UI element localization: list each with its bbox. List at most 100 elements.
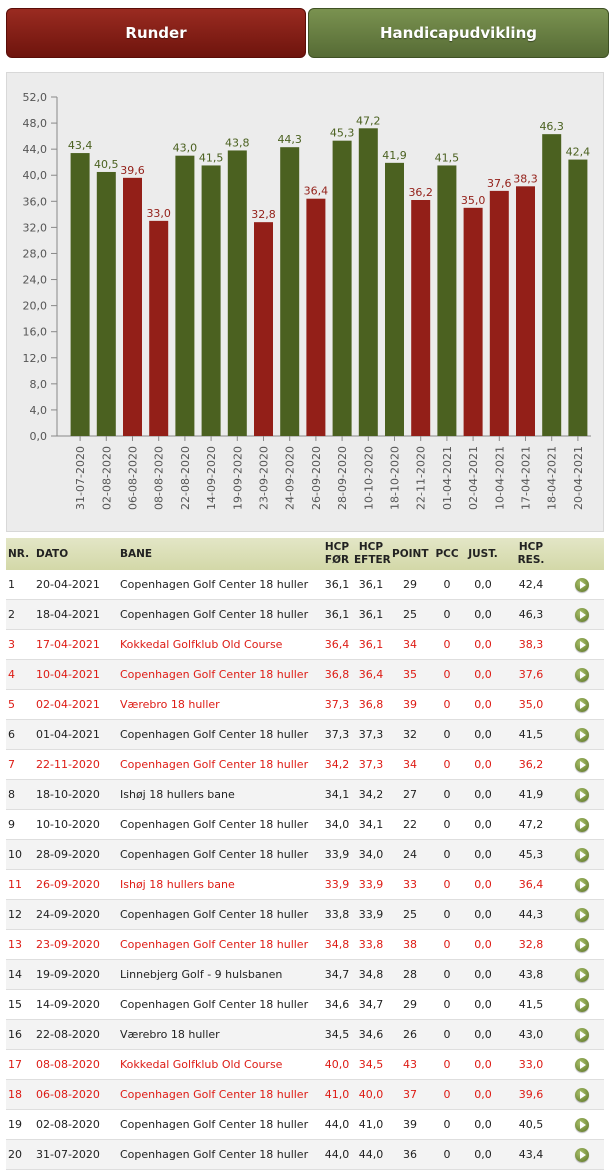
play-arrow-icon[interactable] xyxy=(575,1027,589,1042)
table-row[interactable]: 18 06-08-2020 Copenhagen Golf Center 18 hu… xyxy=(6,1079,604,1110)
play-arrow-icon[interactable] xyxy=(575,787,589,802)
play-arrow-icon[interactable] xyxy=(575,907,589,922)
rounds-table: NR. DATO BANE HCP FØR HCP EFTER POINT PCC … xyxy=(6,538,604,1170)
play-arrow-icon[interactable] xyxy=(575,817,589,832)
cell-pcc: 0 xyxy=(430,659,464,690)
table-row[interactable]: 7 22-11-2020 Copenhagen Golf Center 18 hul… xyxy=(6,749,604,780)
table-row[interactable]: 3 17-04-2021 Kokkedal Golfklub Old Course 3… xyxy=(6,629,604,660)
play-arrow-icon[interactable] xyxy=(575,1057,589,1072)
bar xyxy=(358,128,378,437)
play-arrow-icon[interactable] xyxy=(575,727,589,742)
data-label: 36,4 xyxy=(304,185,329,198)
cell-dato: 02-08-2020 xyxy=(34,1109,118,1140)
cell-for: 34,8 xyxy=(322,929,352,960)
table-header-row: NR. DATO BANE HCP FØR HCP EFTER POINT PCC … xyxy=(6,538,604,570)
table-row[interactable]: 9 10-10-2020 Copenhagen Golf Center 18 hul… xyxy=(6,809,604,840)
play-arrow-icon[interactable] xyxy=(575,1087,589,1102)
cell-res: 37,6 xyxy=(502,659,560,690)
cell-efter: 34,7 xyxy=(352,989,390,1020)
bar xyxy=(175,155,195,436)
cell-action xyxy=(560,659,604,690)
cell-point: 25 xyxy=(390,599,430,630)
play-arrow-icon[interactable] xyxy=(575,637,589,652)
cell-action xyxy=(560,929,604,960)
cell-efter: 37,3 xyxy=(352,749,390,780)
cell-nr: 14 xyxy=(6,959,34,990)
table-row[interactable]: 6 01-04-2021 Copenhagen Golf Center 18 hul… xyxy=(6,719,604,750)
data-label: 46,3 xyxy=(539,120,564,133)
cell-bane: Copenhagen Golf Center 18 huller xyxy=(118,989,322,1020)
play-arrow-icon[interactable] xyxy=(575,1147,589,1162)
table-row[interactable]: 12 24-09-2020 Copenhagen Golf Center 18 hu… xyxy=(6,899,604,930)
cell-pcc: 0 xyxy=(430,869,464,900)
col-bane: BANE xyxy=(118,538,322,570)
play-arrow-icon[interactable] xyxy=(575,997,589,1012)
cell-point: 26 xyxy=(390,1019,430,1050)
cell-bane: Copenhagen Golf Center 18 huller xyxy=(118,570,322,600)
play-arrow-icon[interactable] xyxy=(575,937,589,952)
play-arrow-icon[interactable] xyxy=(575,967,589,982)
y-tick-label: 32,0 xyxy=(23,221,48,234)
cell-dato: 22-08-2020 xyxy=(34,1019,118,1050)
table-row[interactable]: 4 10-04-2021 Copenhagen Golf Center 18 hul… xyxy=(6,659,604,690)
table-row[interactable]: 8 18-10-2020 Ishøj 18 hullers bane 34,1 34,2… xyxy=(6,779,604,810)
col-hcp-res: HCP RES. xyxy=(502,538,560,570)
cell-for: 36,1 xyxy=(322,570,352,600)
cell-point: 38 xyxy=(390,929,430,960)
cell-point: 37 xyxy=(390,1079,430,1110)
table-row[interactable]: 14 19-09-2020 Linnebjerg Golf - 9 hulsbane… xyxy=(6,959,604,990)
cell-nr: 20 xyxy=(6,1139,34,1170)
table-row[interactable]: 1 20-04-2021 Copenhagen Golf Center 18 hul… xyxy=(6,570,604,600)
bar xyxy=(568,159,588,436)
cell-just: 0,0 xyxy=(464,899,502,930)
table-row[interactable]: 19 02-08-2020 Copenhagen Golf Center 18 hu… xyxy=(6,1109,604,1140)
x-tick-label: 18-10-2020 xyxy=(389,446,402,510)
cell-for: 34,2 xyxy=(322,749,352,780)
play-arrow-icon[interactable] xyxy=(575,877,589,892)
table-row[interactable]: 15 14-09-2020 Copenhagen Golf Center 18 hu… xyxy=(6,989,604,1020)
cell-just: 0,0 xyxy=(464,629,502,660)
cell-res: 36,4 xyxy=(502,869,560,900)
cell-res: 32,8 xyxy=(502,929,560,960)
cell-action xyxy=(560,959,604,990)
table-row[interactable]: 16 22-08-2020 Værebro 18 huller 34,5 34,6 26 0… xyxy=(6,1019,604,1050)
play-arrow-icon[interactable] xyxy=(575,757,589,772)
cell-res: 45,3 xyxy=(502,839,560,870)
rounds-table-container: NR. DATO BANE HCP FØR HCP EFTER POINT PCC … xyxy=(6,538,604,1170)
cell-nr: 8 xyxy=(6,779,34,810)
data-label: 40,5 xyxy=(94,158,119,171)
data-label: 43,8 xyxy=(225,136,250,149)
tab-handicapudvikling[interactable]: Handicapudvikling xyxy=(308,8,609,58)
cell-bane: Kokkedal Golfklub Old Course xyxy=(118,1049,322,1080)
table-row[interactable]: 5 02-04-2021 Værebro 18 huller 37,3 36,8 39 0 0… xyxy=(6,689,604,720)
play-arrow-icon[interactable] xyxy=(575,847,589,862)
cell-pcc: 0 xyxy=(430,1019,464,1050)
cell-res: 42,4 xyxy=(502,570,560,600)
play-arrow-icon[interactable] xyxy=(575,607,589,622)
play-arrow-icon[interactable] xyxy=(575,667,589,682)
cell-efter: 36,1 xyxy=(352,629,390,660)
bar xyxy=(96,171,116,436)
cell-pcc: 0 xyxy=(430,689,464,720)
table-row[interactable]: 13 23-09-2020 Copenhagen Golf Center 18 hu… xyxy=(6,929,604,960)
play-arrow-icon[interactable] xyxy=(575,1117,589,1132)
cell-efter: 40,0 xyxy=(352,1079,390,1110)
table-row[interactable]: 2 18-04-2021 Copenhagen Golf Center 18 hul… xyxy=(6,599,604,630)
x-tick-label: 23-09-2020 xyxy=(258,446,271,510)
cell-efter: 34,8 xyxy=(352,959,390,990)
cell-dato: 17-04-2021 xyxy=(34,629,118,660)
cell-bane: Copenhagen Golf Center 18 huller xyxy=(118,1139,322,1170)
bar xyxy=(70,153,90,437)
cell-just: 0,0 xyxy=(464,809,502,840)
table-row[interactable]: 10 28-09-2020 Copenhagen Golf Center 18 hu… xyxy=(6,839,604,870)
data-label: 45,3 xyxy=(330,127,355,140)
cell-res: 40,5 xyxy=(502,1109,560,1140)
play-arrow-icon[interactable] xyxy=(575,577,589,592)
table-row[interactable]: 20 31-07-2020 Copenhagen Golf Center 18 hu… xyxy=(6,1139,604,1170)
play-arrow-icon[interactable] xyxy=(575,697,589,712)
table-row[interactable]: 11 26-09-2020 Ishøj 18 hullers bane 33,9 33,… xyxy=(6,869,604,900)
tab-runder[interactable]: Runder xyxy=(6,8,306,58)
table-row[interactable]: 17 08-08-2020 Kokkedal Golfklub Old Course… xyxy=(6,1049,604,1080)
chart-svg: 52,0 48,0 44,0 40,0 36,0 32,0 28,0 24,0 20,0 16,0… xyxy=(23,91,591,510)
cell-just: 0,0 xyxy=(464,839,502,870)
